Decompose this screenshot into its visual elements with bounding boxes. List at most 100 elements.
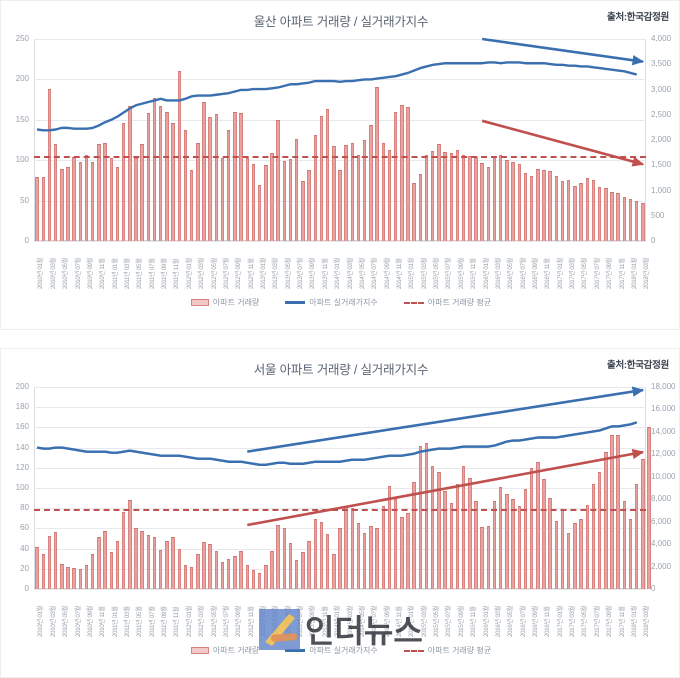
x-axis-ticks-2: 2010년 01월 2010년 03월 2010년 05월 2010년 07월 2010… bbox=[34, 591, 650, 639]
gridline bbox=[34, 79, 646, 81]
bar bbox=[604, 188, 608, 241]
bar bbox=[264, 165, 268, 241]
x-axis-tick: 2016년 05월 bbox=[507, 257, 515, 289]
bar bbox=[443, 152, 447, 241]
bar bbox=[288, 159, 293, 241]
price-index-line bbox=[37, 62, 637, 130]
bar bbox=[140, 143, 144, 241]
bar bbox=[400, 517, 404, 589]
y-axis-tick-right: 2,000 bbox=[651, 135, 672, 144]
x-axis-tick: 2013년 05월 bbox=[284, 257, 292, 289]
y-axis-tick-right: 0 bbox=[651, 584, 656, 593]
x-axis-tick: 2011년 03월 bbox=[123, 606, 131, 637]
bar bbox=[270, 152, 274, 241]
x-axis-tick: 2011년 09월 bbox=[161, 606, 169, 637]
bar bbox=[121, 122, 126, 241]
bar bbox=[288, 543, 293, 589]
bar bbox=[282, 528, 287, 589]
bar bbox=[226, 558, 231, 589]
dash-swatch-icon bbox=[403, 301, 424, 304]
line-swatch-icon bbox=[285, 649, 306, 652]
chart-legend-2: 아파트 거래량 아파트 실거래가지수 아파트 거래량 평균 bbox=[1, 645, 680, 656]
bar bbox=[257, 573, 262, 589]
bar-swatch-icon bbox=[190, 647, 209, 654]
bar bbox=[628, 198, 633, 241]
bar bbox=[233, 556, 237, 589]
y-axis-tick-left: 200 bbox=[15, 74, 29, 84]
legend-item[interactable]: 아파트 거래량 평균 bbox=[403, 297, 491, 308]
y-axis-tick-left: 140 bbox=[15, 442, 29, 452]
bar bbox=[103, 142, 107, 241]
bar bbox=[523, 173, 528, 241]
bar bbox=[610, 435, 614, 589]
bar bbox=[276, 119, 280, 241]
x-axis-tick: 2015년 03월 bbox=[420, 605, 428, 637]
bar bbox=[350, 142, 355, 241]
x-axis-tick: 2012년 07월 bbox=[222, 605, 230, 637]
legend-item[interactable]: 아파트 실거래가지수 bbox=[285, 297, 378, 308]
x-axis-tick: 2016년 11월 bbox=[544, 606, 552, 637]
bar bbox=[239, 112, 243, 241]
y-axis-tick-right: 2,500 bbox=[651, 109, 672, 119]
legend-label: 아파트 거래량 bbox=[212, 298, 260, 307]
bar bbox=[468, 477, 472, 589]
bar bbox=[66, 167, 70, 241]
bar bbox=[158, 549, 163, 589]
bar bbox=[523, 489, 528, 589]
x-axis-tick: 2012년 03월 bbox=[198, 605, 206, 637]
y-axis-tick-right: 2,000 bbox=[651, 561, 672, 571]
bar bbox=[239, 550, 243, 589]
x-axis-tick: 2014년 09월 bbox=[383, 257, 391, 289]
x-axis-tick: 2016년 01월 bbox=[482, 605, 490, 637]
x-axis-tick: 2011년 05월 bbox=[136, 606, 144, 637]
x-axis-tick: 2017년 03월 bbox=[569, 605, 577, 637]
bar bbox=[257, 185, 262, 241]
y-axis-tick-left: 100 bbox=[15, 155, 29, 165]
x-axis-tick: 2014년 11월 bbox=[395, 606, 403, 637]
x-axis-tick: 2017년 07월 bbox=[593, 257, 601, 289]
x-axis-tick: 2010년 07월 bbox=[74, 257, 82, 289]
chart-card-ulsan: 울산 아파트 거래량 / 실거래가지수 출처:한국감정원 0 50 100 150 20… bbox=[0, 0, 680, 330]
y-axis-tick-left: 0 bbox=[24, 584, 29, 593]
chart-card-seoul: 서울 아파트 거래량 / 실거래가지수 출처:한국감정원 0 20 40 60 80 10… bbox=[0, 348, 680, 678]
bar bbox=[97, 143, 101, 241]
legend-item[interactable]: 아파트 실거래가지수 bbox=[285, 645, 378, 656]
y-axis-tick-right: 1,500 bbox=[651, 160, 672, 170]
bar bbox=[412, 182, 416, 241]
bar bbox=[90, 162, 95, 241]
bar bbox=[196, 554, 200, 589]
bar bbox=[41, 176, 45, 241]
bar bbox=[78, 162, 83, 241]
legend-item[interactable]: 아파트 거래량 bbox=[190, 645, 259, 656]
bar bbox=[294, 138, 299, 241]
line-swatch-icon bbox=[285, 301, 306, 304]
x-axis-tick: 2013년 07월 bbox=[297, 605, 305, 637]
bar bbox=[647, 427, 651, 589]
y-axis-tick-right: 16,000 bbox=[651, 404, 676, 414]
bar bbox=[325, 534, 330, 589]
bar bbox=[319, 115, 324, 241]
gridline bbox=[34, 119, 646, 121]
bar bbox=[264, 565, 268, 589]
legend-item[interactable]: 아파트 거래량 평균 bbox=[403, 645, 491, 656]
bar bbox=[103, 530, 107, 589]
x-axis-tick: 2011년 09월 bbox=[161, 258, 169, 289]
bar bbox=[208, 117, 212, 241]
bar bbox=[542, 479, 546, 589]
bar bbox=[461, 465, 466, 589]
bar bbox=[641, 458, 645, 589]
x-axis-tick: 2010년 11월 bbox=[99, 258, 107, 289]
bar bbox=[616, 435, 620, 589]
legend-item[interactable]: 아파트 거래량 bbox=[190, 297, 260, 308]
bar bbox=[109, 158, 113, 241]
legend-label: 아파트 실거래가지수 bbox=[309, 298, 378, 307]
bar bbox=[171, 537, 175, 589]
x-axis-tick: 2013년 07월 bbox=[297, 257, 305, 289]
bar bbox=[622, 196, 627, 241]
bar bbox=[480, 527, 484, 589]
x-axis-tick: 2010년 05월 bbox=[62, 605, 70, 637]
x-axis-tick: 2013년 03월 bbox=[272, 257, 280, 289]
x-axis-tick: 2014년 03월 bbox=[346, 257, 354, 289]
bar bbox=[189, 170, 194, 241]
x-axis-tick: 2015년 03월 bbox=[420, 257, 428, 289]
